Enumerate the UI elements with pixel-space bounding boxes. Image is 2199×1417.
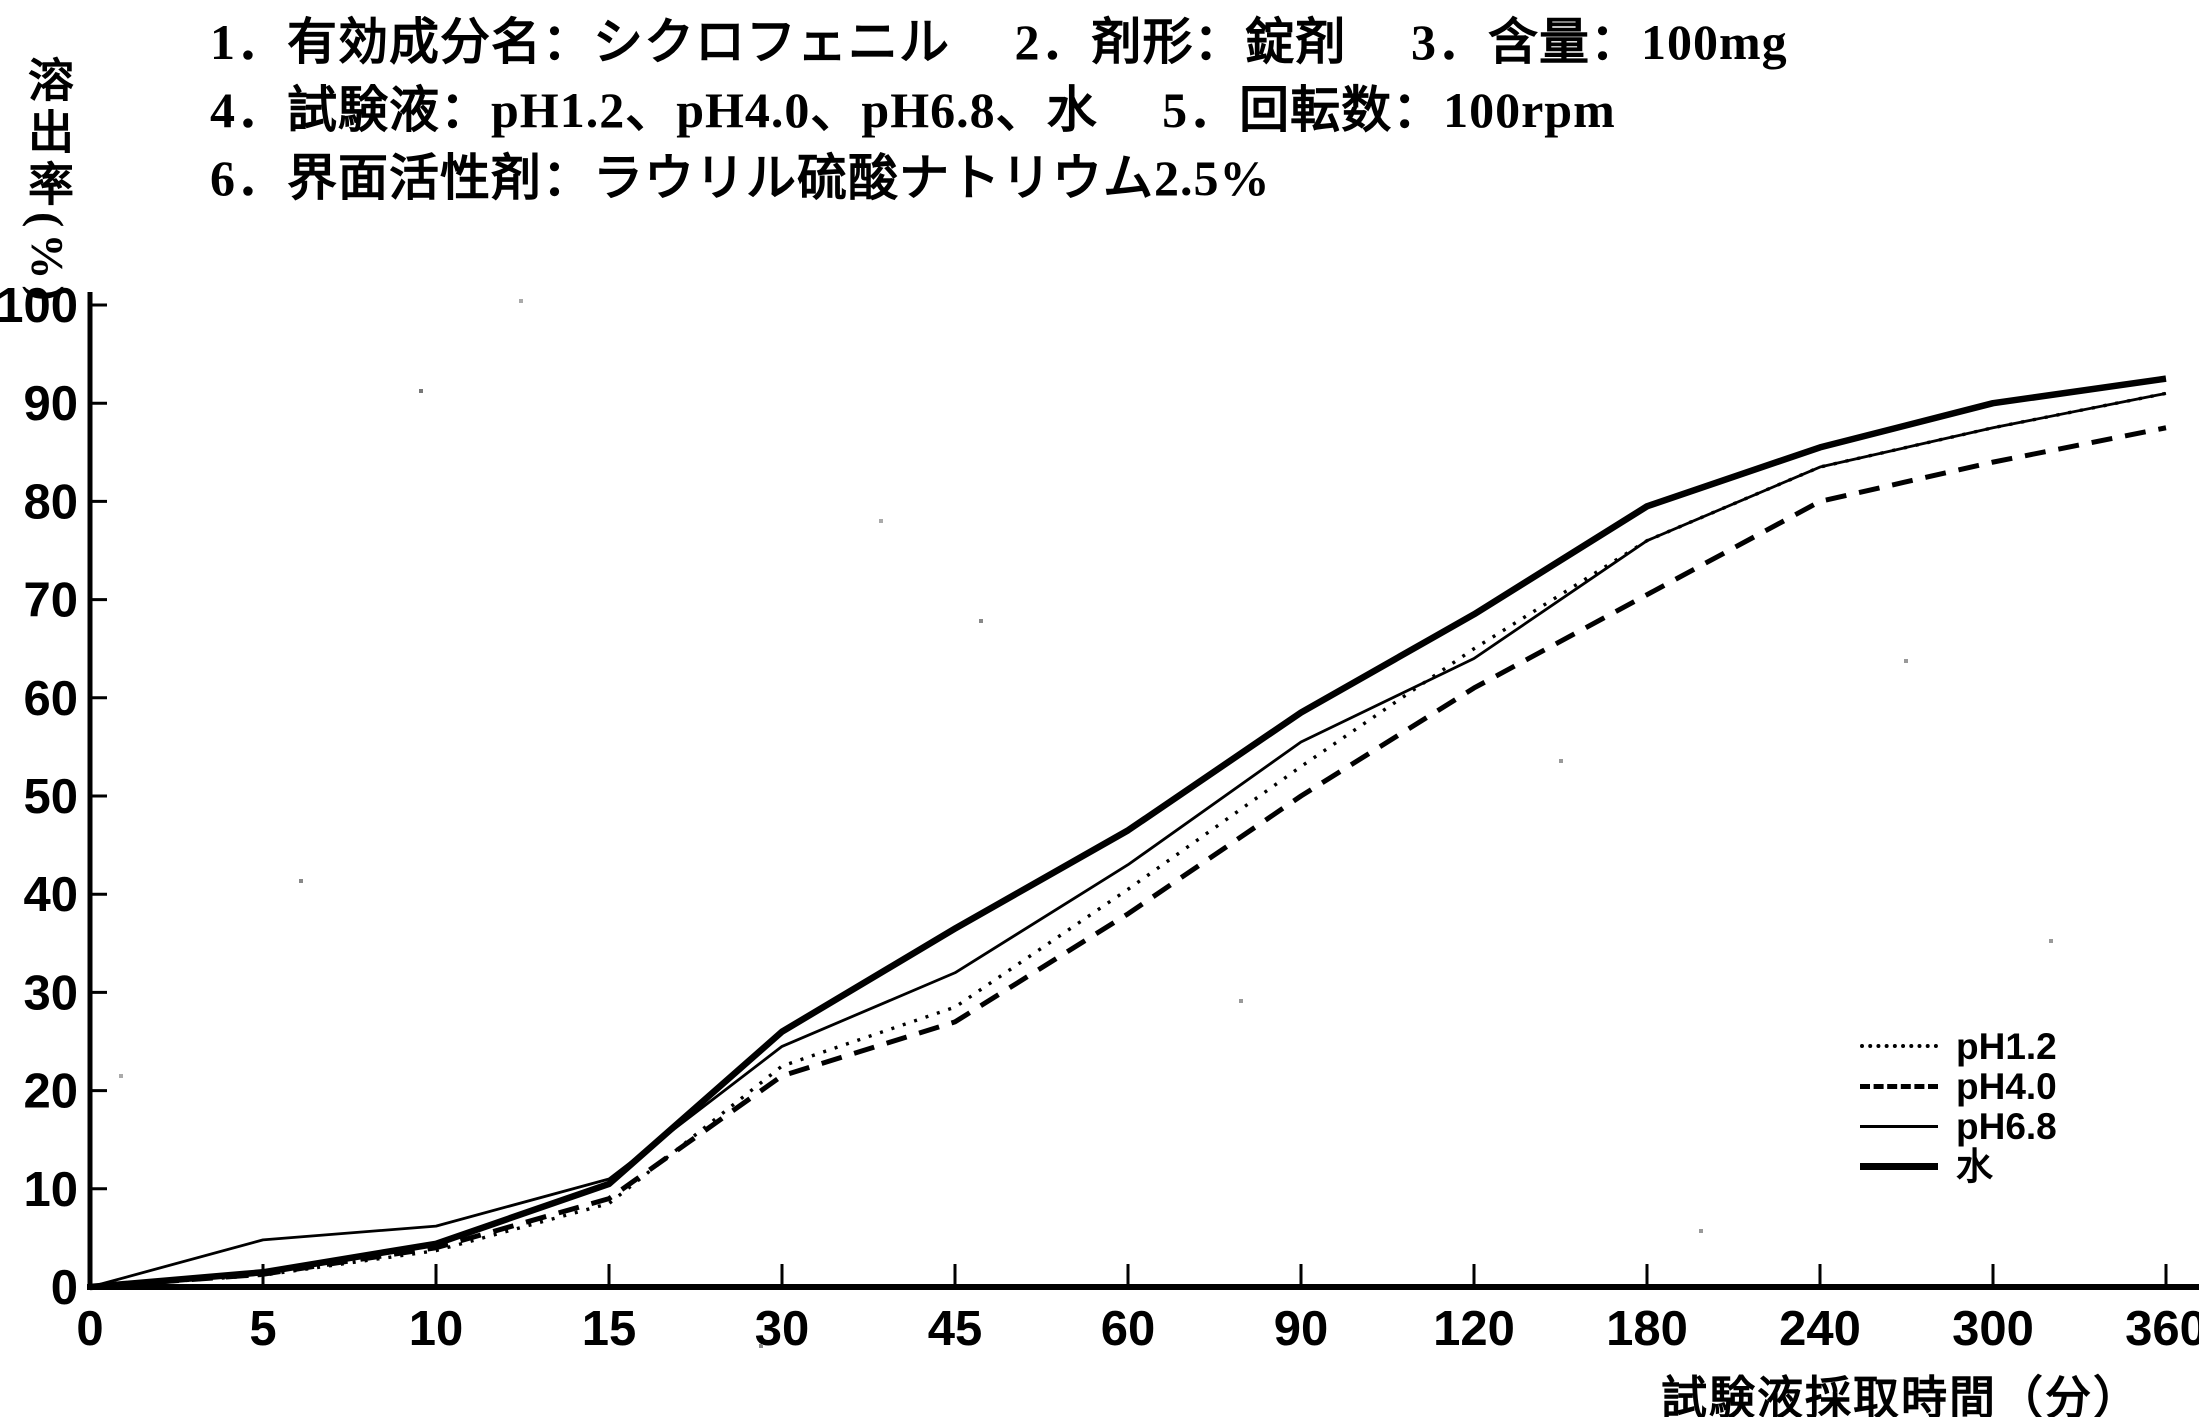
x-tick-label-45: 45: [928, 1302, 983, 1356]
condition-line-1: 1．有効成分名：シクロフェニル 2．剤形：錠剤 3．含量：100mg: [210, 14, 1788, 70]
y-tick-label-70: 70: [23, 574, 78, 628]
y-tick-label-0: 0: [51, 1261, 78, 1315]
x-tick-label-90: 90: [1274, 1302, 1329, 1356]
legend-line-sample-dotted: [1860, 1044, 1938, 1048]
y-tick-label-90: 90: [23, 377, 78, 431]
legend-row-ph1-2: pH1.2: [1860, 1026, 2057, 1066]
x-tick-label-10: 10: [409, 1302, 464, 1356]
x-tick-label-240: 240: [1779, 1302, 1861, 1356]
series-line-water: [89, 375, 2167, 1291]
y-tick-label-50: 50: [23, 770, 78, 824]
series-line-ph4-0: [89, 425, 2167, 1290]
x-tick-label-120: 120: [1433, 1302, 1515, 1356]
y-tick-label-100: 100: [0, 279, 78, 333]
legend-row-ph6-8: pH6.8: [1860, 1106, 2057, 1146]
legend-label-ph4-0: pH4.0: [1956, 1065, 2057, 1107]
legend-line-sample-thin-solid: [1860, 1124, 1938, 1128]
legend-line-sample-dashed: [1860, 1083, 1938, 1089]
x-tick-label-5: 5: [249, 1302, 276, 1356]
series-line-ph1-2: [89, 391, 2167, 1289]
x-axis-title: 試験液採取時間（分）: [1661, 1372, 2141, 1417]
legend: pH1.2 pH4.0 pH6.8 水: [1860, 1026, 2057, 1186]
y-tick-label-30: 30: [23, 966, 78, 1020]
y-tick-label-10: 10: [23, 1163, 78, 1217]
series-line-ph6-8: [89, 392, 2167, 1289]
legend-row-water: 水: [1860, 1146, 2057, 1186]
legend-label-water: 水: [1956, 1145, 1993, 1187]
condition-line-2: 4．試験液：pH1.2、pH4.0、pH6.8、水 5．回転数：100rpm: [210, 82, 1616, 138]
legend-row-ph4-0: pH4.0: [1860, 1066, 2057, 1106]
x-tick-label-180: 180: [1606, 1302, 1688, 1356]
x-tick-label-0: 0: [76, 1302, 103, 1356]
y-tick-label-40: 40: [23, 868, 78, 922]
x-tick-label-360: 360: [2125, 1302, 2199, 1356]
y-tick-label-80: 80: [23, 475, 78, 529]
x-tick-label-300: 300: [1952, 1302, 2034, 1356]
x-tick-label-30: 30: [755, 1302, 810, 1356]
legend-label-ph6-8: pH6.8: [1956, 1105, 2057, 1147]
test-conditions-block: 1．有効成分名：シクロフェニル 2．剤形：錠剤 3．含量：100mg 4．試験液…: [210, 8, 1788, 212]
x-tick-label-60: 60: [1101, 1302, 1156, 1356]
legend-line-sample-thick-solid: [1860, 1162, 1938, 1170]
y-tick-label-20: 20: [23, 1065, 78, 1119]
x-tick-label-15: 15: [582, 1302, 637, 1356]
scan-noise-specks: [0, 0, 2, 2]
y-axis-title: 溶出率(%): [22, 56, 73, 307]
y-tick-label-60: 60: [23, 672, 78, 726]
legend-label-ph1-2: pH1.2: [1956, 1025, 2057, 1067]
condition-line-3: 6．界面活性剤：ラウリル硫酸ナトリウム2.5%: [210, 150, 1271, 206]
